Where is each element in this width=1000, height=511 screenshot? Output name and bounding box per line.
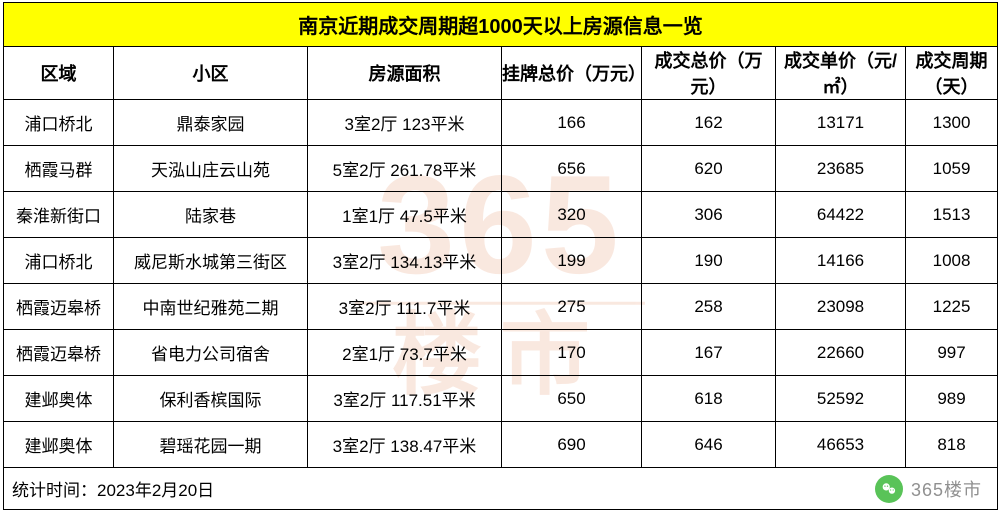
credit-text: 365楼市 [911, 476, 982, 502]
cell: 3室2厅 111.7平米 [308, 284, 502, 330]
cell: 818 [906, 422, 998, 468]
cell: 1008 [906, 238, 998, 284]
cell: 鼎泰家园 [114, 100, 308, 146]
header-row: 区域 小区 房源面积 挂牌总价（万元） 成交总价（万元） 成交单价（元/㎡） 成… [4, 47, 998, 100]
table-row: 浦口桥北 威尼斯水城第三街区 3室2厅 134.13平米 199 190 141… [4, 238, 998, 284]
cell: 320 [502, 192, 642, 238]
col-header: 小区 [114, 47, 308, 100]
cell: 46653 [776, 422, 906, 468]
stat-cell: 统计时间：2023年2月20日 [4, 468, 998, 510]
cell: 275 [502, 284, 642, 330]
cell: 3室2厅 117.51平米 [308, 376, 502, 422]
table-row: 建邺奥体 保利香槟国际 3室2厅 117.51平米 650 618 52592 … [4, 376, 998, 422]
cell: 3室2厅 134.13平米 [308, 238, 502, 284]
cell: 656 [502, 146, 642, 192]
cell: 167 [642, 330, 776, 376]
cell: 秦淮新街口 [4, 192, 114, 238]
cell: 保利香槟国际 [114, 376, 308, 422]
table-row: 栖霞迈皋桥 省电力公司宿舍 2室1厅 73.7平米 170 167 22660 … [4, 330, 998, 376]
title-row: 南京近期成交周期超1000天以上房源信息一览 [4, 3, 998, 47]
cell: 天泓山庄云山苑 [114, 146, 308, 192]
cell: 306 [642, 192, 776, 238]
cell: 浦口桥北 [4, 238, 114, 284]
cell: 栖霞迈皋桥 [4, 330, 114, 376]
cell: 建邺奥体 [4, 422, 114, 468]
cell: 23098 [776, 284, 906, 330]
table-row: 浦口桥北 鼎泰家园 3室2厅 123平米 166 162 13171 1300 [4, 100, 998, 146]
cell: 中南世纪雅苑二期 [114, 284, 308, 330]
col-header: 房源面积 [308, 47, 502, 100]
cell: 199 [502, 238, 642, 284]
cell: 162 [642, 100, 776, 146]
cell: 5室2厅 261.78平米 [308, 146, 502, 192]
cell: 618 [642, 376, 776, 422]
cell: 3室2厅 138.47平米 [308, 422, 502, 468]
cell: 1513 [906, 192, 998, 238]
cell: 190 [642, 238, 776, 284]
cell: 620 [642, 146, 776, 192]
listing-table: 南京近期成交周期超1000天以上房源信息一览 区域 小区 房源面积 挂牌总价（万… [3, 2, 998, 510]
table-row: 秦淮新街口 陆家巷 1室1厅 47.5平米 320 306 64422 1513 [4, 192, 998, 238]
cell: 52592 [776, 376, 906, 422]
table-container: 365 楼市 南京近期成交周期超1000天以上房源信息一览 区域 小区 房源面积… [0, 2, 1000, 511]
col-header: 成交周期（天） [906, 47, 998, 100]
cell: 1225 [906, 284, 998, 330]
table-row: 栖霞马群 天泓山庄云山苑 5室2厅 261.78平米 656 620 23685… [4, 146, 998, 192]
col-header: 区域 [4, 47, 114, 100]
cell: 浦口桥北 [4, 100, 114, 146]
cell: 建邺奥体 [4, 376, 114, 422]
cell: 栖霞迈皋桥 [4, 284, 114, 330]
cell: 14166 [776, 238, 906, 284]
cell: 1059 [906, 146, 998, 192]
cell: 997 [906, 330, 998, 376]
wechat-icon [875, 475, 903, 503]
cell: 2室1厅 73.7平米 [308, 330, 502, 376]
cell: 陆家巷 [114, 192, 308, 238]
cell: 栖霞马群 [4, 146, 114, 192]
cell: 碧瑶花园一期 [114, 422, 308, 468]
cell: 1300 [906, 100, 998, 146]
cell: 威尼斯水城第三街区 [114, 238, 308, 284]
cell: 省电力公司宿舍 [114, 330, 308, 376]
cell: 170 [502, 330, 642, 376]
col-header: 成交总价（万元） [642, 47, 776, 100]
col-header: 成交单价（元/㎡） [776, 47, 906, 100]
cell: 1室1厅 47.5平米 [308, 192, 502, 238]
table-row: 栖霞迈皋桥 中南世纪雅苑二期 3室2厅 111.7平米 275 258 2309… [4, 284, 998, 330]
cell: 989 [906, 376, 998, 422]
col-header: 挂牌总价（万元） [502, 47, 642, 100]
cell: 646 [642, 422, 776, 468]
cell: 22660 [776, 330, 906, 376]
cell: 13171 [776, 100, 906, 146]
table-body: 浦口桥北 鼎泰家园 3室2厅 123平米 166 162 13171 1300 … [4, 100, 998, 510]
cell: 650 [502, 376, 642, 422]
table-title: 南京近期成交周期超1000天以上房源信息一览 [4, 3, 998, 47]
source-credit: 365楼市 [875, 475, 982, 503]
table-row: 建邺奥体 碧瑶花园一期 3室2厅 138.47平米 690 646 46653 … [4, 422, 998, 468]
cell: 64422 [776, 192, 906, 238]
cell: 258 [642, 284, 776, 330]
cell: 166 [502, 100, 642, 146]
stat-row: 统计时间：2023年2月20日 [4, 468, 998, 510]
cell: 3室2厅 123平米 [308, 100, 502, 146]
cell: 23685 [776, 146, 906, 192]
cell: 690 [502, 422, 642, 468]
